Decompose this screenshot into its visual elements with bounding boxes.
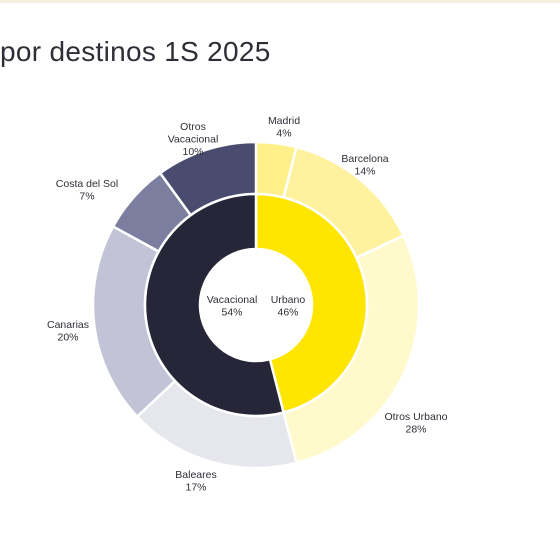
label-baleares: Baleares 17% — [175, 469, 216, 494]
chart-title: por destinos 1S 2025 — [0, 36, 271, 67]
outer-ring — [91, 140, 421, 470]
label-madrid: Madrid 4% — [268, 115, 300, 140]
label-urbano: Urbano 46% — [271, 294, 306, 319]
labels: Urbano 46% Vacacional 54% Madrid 4% Barcelona 1… — [47, 115, 448, 494]
label-canarias: Canarias 20% — [47, 319, 89, 344]
top-rule — [0, 0, 560, 3]
label-barcelona: Barcelona 14% — [341, 153, 388, 178]
label-otros-urbano: Otros Urbano 28% — [384, 411, 447, 436]
label-vacacional: Vacacional 54% — [207, 294, 258, 319]
slice-vacacional — [143, 192, 286, 418]
inner-ring — [143, 192, 369, 418]
label-costa-del-sol: Costa del Sol 7% — [56, 178, 118, 203]
label-otros-vacacional: Otros Vacacional 10% — [168, 121, 219, 158]
slice-urbano — [254, 192, 369, 415]
